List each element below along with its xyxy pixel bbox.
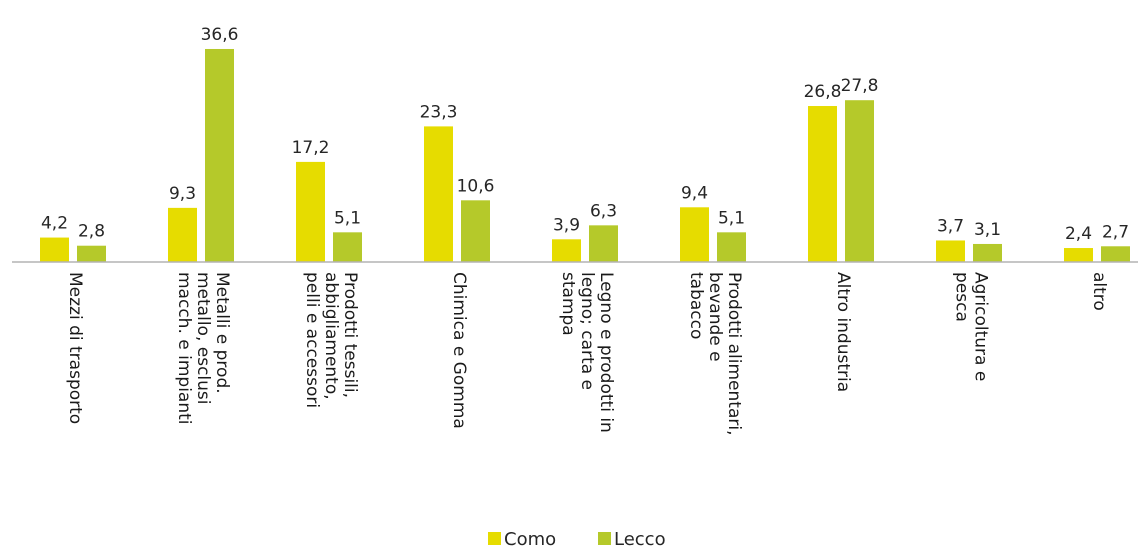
bar-lecco-1 [205,48,234,262]
data-label-como-6: 26,8 [804,82,842,102]
category-label-line: macch. e impianti [174,272,194,425]
category-label-1: Metalli e prod.metallo, esclusimacch. e … [174,272,232,425]
category-label-3: Chimica e Gomma [449,272,469,429]
data-label-como-1: 9,3 [169,184,196,204]
category-label-5: Prodotti alimentari,bevande etabacco [686,272,744,435]
bar-como-0 [40,237,69,262]
bar-como-3 [424,126,453,262]
category-label-line: Legno e prodotti in [596,272,616,433]
data-label-lecco-4: 6,3 [590,201,617,221]
data-label-como-8: 2,4 [1065,224,1092,244]
bar-lecco-4 [589,225,618,262]
data-label-como-4: 3,9 [553,215,580,235]
legend: Como Lecco [488,529,666,550]
category-label-line: stampa [558,272,578,336]
legend-label-como: Como [504,529,556,550]
category-label-0: Mezzi di trasporto [65,272,85,424]
bar-como-7 [936,240,965,262]
bar-lecco-2 [333,232,362,262]
data-label-como-0: 4,2 [41,214,68,234]
category-label-7: Agricoltura epesca [952,272,991,381]
data-label-lecco-2: 5,1 [334,208,361,228]
legend-swatch-como [488,532,501,545]
category-label-line: Prodotti tessili, [340,272,360,398]
data-label-lecco-0: 2,8 [78,222,105,242]
category-label-line: legno; carta e [577,272,597,390]
data-label-lecco-7: 3,1 [974,220,1001,240]
bar-lecco-5 [717,232,746,262]
data-label-como-3: 23,3 [420,102,458,122]
category-label-6: Altro industria [833,272,853,392]
category-label-line: Mezzi di trasporto [65,272,85,424]
data-label-lecco-6: 27,8 [841,76,879,96]
bar-lecco-3 [461,200,490,262]
category-label-line: Prodotti alimentari, [724,272,744,435]
data-label-lecco-1: 36,6 [201,25,239,45]
category-label-4: Legno e prodotti inlegno; carta estampa [558,272,616,433]
data-label-lecco-5: 5,1 [718,208,745,228]
legend-swatch-lecco [598,532,611,545]
bar-como-6 [808,106,837,262]
bar-lecco-7 [973,243,1002,262]
bar-como-8 [1064,248,1093,262]
category-label-line: Metalli e prod. [212,272,232,394]
data-label-como-2: 17,2 [292,138,330,158]
category-label-line: Agricoltura e [971,272,991,381]
category-label-line: tabacco [686,272,706,339]
bar-lecco-0 [77,245,106,262]
category-label-2: Prodotti tessili,abbigliamento,pelli e a… [302,272,360,408]
category-label-line: Chimica e Gomma [449,272,469,429]
data-label-como-5: 9,4 [681,183,708,203]
category-label-line: pelli e accessori [302,272,322,408]
category-label-8: altro [1089,272,1109,311]
category-label-line: Altro industria [833,272,853,392]
bar-como-4 [552,239,581,262]
category-label-line: bevande e [705,272,725,362]
category-label-line: metallo, esclusi [193,272,213,405]
legend-label-lecco: Lecco [614,529,666,550]
data-label-lecco-8: 2,7 [1102,222,1129,242]
bar-como-5 [680,207,709,262]
bar-lecco-8 [1101,246,1130,262]
data-label-lecco-3: 10,6 [457,176,495,196]
category-labels-group: Mezzi di trasporto Metalli e prod.metallo… [65,272,1109,435]
data-labels-group: 4,2 2,8 9,3 36,6 17,2 5,1 23,3 10,6 3,9 6,3 9,4 5,1… [41,25,1129,244]
category-label-line: abbigliamento, [321,272,341,400]
bars-group [40,48,1130,262]
category-label-line: altro [1089,272,1109,311]
bar-como-1 [168,207,197,262]
bar-como-2 [296,161,325,262]
bar-lecco-6 [845,100,874,262]
category-label-line: pesca [952,272,972,322]
data-label-como-7: 3,7 [937,216,964,236]
